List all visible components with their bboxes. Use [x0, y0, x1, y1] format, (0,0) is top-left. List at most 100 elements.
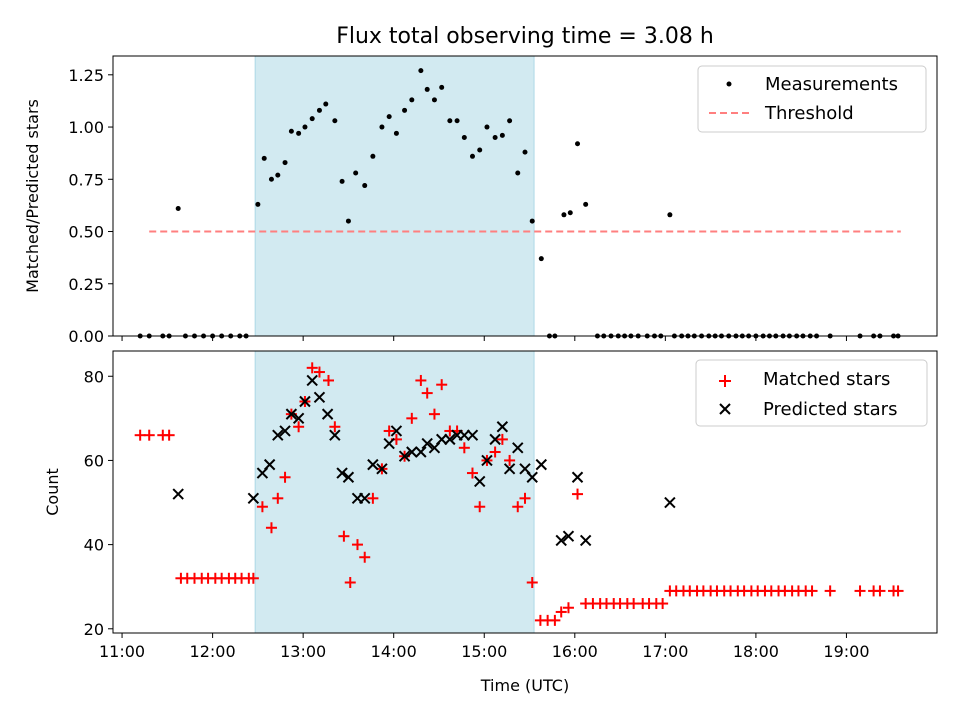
observing-window-shade	[254, 55, 535, 337]
measurements-point	[323, 101, 329, 107]
measurements-point	[353, 170, 359, 176]
predicted-stars-point	[172, 488, 184, 500]
measurements-point	[515, 170, 521, 176]
matched-stars-point	[854, 585, 866, 597]
legend-label-predicted-stars: Predicted stars	[763, 399, 897, 420]
predicted-stars-point	[555, 534, 567, 547]
matched-stars-point	[496, 433, 508, 445]
matched-stars-point	[657, 598, 669, 610]
measurements-point	[575, 141, 581, 147]
matched-stars-point	[406, 412, 418, 424]
legend-label-threshold: Threshold	[764, 103, 854, 124]
predicted-stars-point	[406, 446, 418, 458]
matched-stars-point	[519, 492, 531, 504]
predicted-stars-point	[503, 463, 516, 475]
measurements-point	[275, 172, 281, 178]
predicted-stars-point	[664, 496, 676, 509]
measurements-point	[296, 130, 302, 136]
predicted-stars-point	[421, 437, 433, 450]
measurements-point	[447, 118, 453, 124]
predicted-stars-point	[285, 408, 298, 420]
matched-stars-point	[512, 501, 524, 513]
x-tick-label: 12:00	[190, 642, 236, 661]
measurements-point	[282, 160, 288, 166]
predicted-stars-point	[321, 408, 334, 420]
x-tick-label: 13:00	[280, 642, 326, 661]
matched-stars-point	[313, 366, 325, 378]
matched-stars-point	[247, 572, 259, 584]
measurements-point	[302, 124, 308, 130]
predicted-stars-point	[313, 391, 326, 404]
matched-stars-point	[549, 614, 561, 626]
legend-label-matched-stars: Matched stars	[763, 369, 890, 390]
top-plot-frame	[112, 55, 938, 337]
x-axis-label: Time (UTC)	[480, 676, 569, 695]
predicted-stars-point	[390, 425, 403, 437]
measurements-point	[507, 118, 513, 124]
predicted-stars-point	[367, 458, 379, 471]
matched-stars-point	[562, 602, 574, 614]
measurements-point	[362, 183, 368, 189]
measurements-point	[522, 149, 528, 155]
matched-stars-point	[892, 585, 904, 597]
predicted-stars-point	[359, 492, 371, 505]
predicted-stars-point	[579, 534, 592, 547]
matched-stars-point	[572, 488, 584, 500]
x-tick-label: 18:00	[733, 642, 779, 661]
matched-stars-point	[415, 374, 427, 386]
predicted-stars-point	[444, 433, 456, 446]
measurements-point	[409, 97, 415, 103]
measurements-point	[538, 256, 544, 262]
predicted-stars-point	[292, 412, 305, 425]
matched-stars-point	[344, 576, 356, 588]
predicted-stars-point	[383, 437, 395, 450]
matched-stars-point	[458, 442, 470, 454]
top-y-axis-label: Matched/Predicted stars	[23, 99, 42, 293]
predicted-stars-point	[306, 374, 318, 387]
predicted-stars-point	[336, 467, 348, 479]
measurements-point	[431, 97, 437, 103]
matched-stars-point	[163, 429, 175, 441]
matched-stars-point	[555, 606, 567, 618]
predicted-stars-point	[474, 475, 486, 488]
bottom-legend: Matched stars Predicted stars	[695, 359, 928, 427]
measurements-point	[454, 118, 460, 124]
predicted-stars-point	[342, 471, 355, 483]
matched-stars-point	[323, 374, 335, 386]
measurements-point	[268, 176, 274, 182]
matched-stars-point	[874, 585, 886, 597]
measurements-point	[393, 130, 399, 136]
predicted-stars-point	[279, 425, 291, 437]
top-legend: Measurements Threshold	[697, 65, 927, 133]
observing-window-shade	[254, 350, 535, 634]
top-panel: 0.00 0.25 0.50 0.75 1.00 1.25 Matched/Predict…	[23, 55, 938, 346]
y-tick-label: 60	[84, 451, 104, 470]
y-tick-label: 0.00	[68, 327, 104, 346]
matched-stars-point	[367, 492, 379, 504]
measurements-point	[492, 134, 498, 140]
predicted-stars-point	[571, 471, 584, 483]
y-tick-label: 0.25	[68, 275, 104, 294]
predicted-stars-point	[526, 471, 538, 483]
matched-stars-point	[436, 379, 448, 391]
matched-stars-point	[279, 471, 291, 483]
matched-stars-point	[474, 501, 486, 513]
measurements-point	[561, 212, 567, 218]
matched-stars-point	[306, 362, 318, 374]
matched-stars-point	[806, 585, 818, 597]
measurements-point	[379, 124, 385, 130]
matched-stars-point	[272, 492, 284, 504]
matched-stars-point	[351, 539, 363, 551]
matched-stars-point	[421, 387, 433, 399]
measurements-point	[175, 206, 181, 212]
y-tick-label: 1.00	[68, 118, 104, 137]
matched-stars-point	[466, 467, 478, 479]
measurements-point	[418, 68, 424, 74]
matched-stars-point	[504, 454, 516, 466]
measurements-point	[484, 124, 490, 130]
bottom-plot-frame	[112, 350, 938, 634]
measurements-point	[345, 218, 351, 224]
matched-stars-point	[428, 408, 440, 420]
measurements-point	[309, 116, 315, 122]
legend-marker-predicted-stars	[719, 403, 731, 415]
